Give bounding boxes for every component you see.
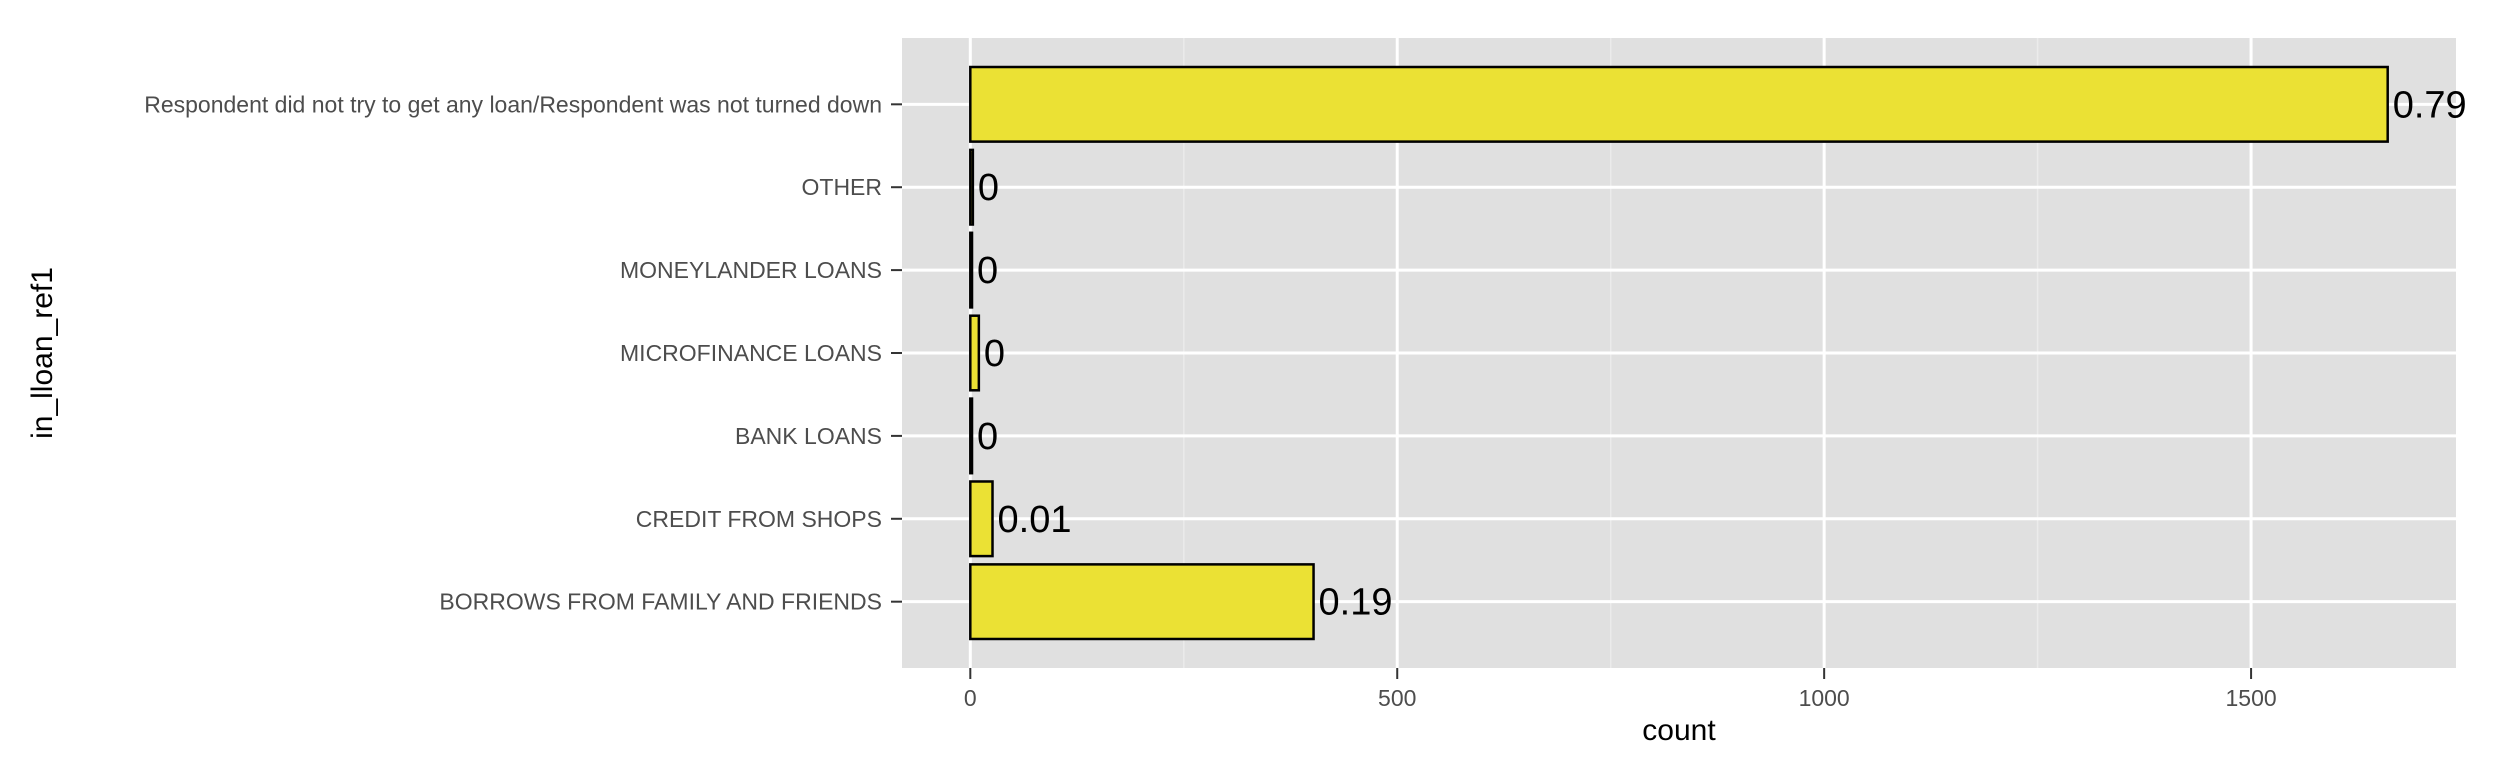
x-axis: 0 500 1000 1500 [964,668,2277,711]
data-label: 0 [978,167,999,209]
bar [969,314,981,392]
y-tick-label: CREDIT FROM SHOPS [636,506,882,532]
data-label: 0.01 [998,499,1072,541]
data-label: 0.79 [2393,84,2467,126]
bars [969,65,2389,641]
y-tick-label: Respondent did not try to get any loan/R… [144,91,882,117]
x-axis-title: count [1642,714,1716,747]
bar [969,563,1315,641]
bar [969,65,2389,143]
y-tick-label: BANK LOANS [735,423,882,449]
x-tick-label: 500 [1378,685,1416,711]
y-axis-title: in_lloan_ref1 [26,267,59,439]
bar [969,231,974,309]
data-label: 0 [984,333,1005,375]
y-tick-label: BORROWS FROM FAMILY AND FRIENDS [439,589,882,615]
data-label: 0 [977,416,998,458]
x-tick-label: 1000 [1799,685,1850,711]
bar [969,397,974,475]
data-label: 0.19 [1319,582,1393,624]
data-label: 0 [977,250,998,292]
y-tick-label: MONEYLANDER LOANS [620,257,882,283]
y-tick-label: OTHER [802,174,883,200]
x-tick-label: 0 [964,685,977,711]
bar [969,480,994,558]
y-axis: Respondent did not try to get any loan/R… [144,91,902,615]
y-tick-label: MICROFINANCE LOANS [620,340,882,366]
bar [969,148,975,226]
x-tick-label: 1500 [2225,685,2276,711]
